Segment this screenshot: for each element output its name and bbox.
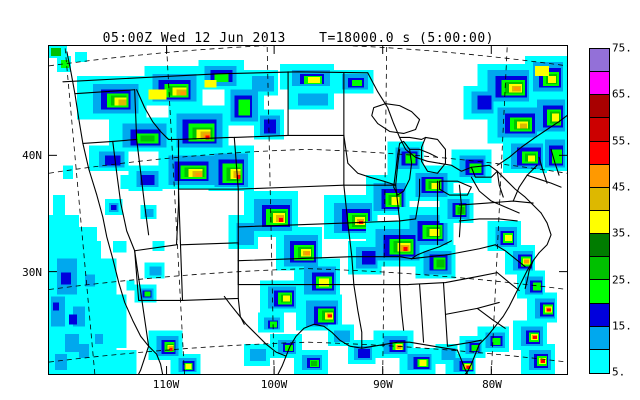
reflectivity-colorbar — [589, 48, 610, 374]
colorbar-tick-25: 25. — [612, 273, 632, 287]
map-borders — [62, 51, 567, 374]
colorbar-tick-75: 75. — [612, 41, 632, 55]
x-axis-tick-90w: 90W — [373, 378, 393, 391]
plot-title: 05:00Z Wed 12 Jun 2013 T=18000.0 s (5:00… — [0, 16, 580, 46]
colorbar-band-5 — [590, 164, 609, 188]
axis-tick-marks — [49, 46, 567, 374]
colorbar-band-7 — [590, 210, 609, 235]
colorbar-band-13 — [590, 349, 609, 373]
y-axis-tick-40n: 40N — [22, 149, 42, 162]
colorbar-band-6 — [590, 187, 609, 211]
colorbar-band-2 — [590, 95, 609, 119]
colorbar-band-8 — [590, 234, 609, 258]
x-axis-tick-80w: 80W — [482, 378, 502, 391]
colorbar-band-4 — [590, 141, 609, 165]
y-axis-tick-30n: 30N — [22, 266, 42, 279]
radar-map-svg — [49, 46, 567, 374]
reflectivity-field — [49, 46, 567, 374]
colorbar-band-10 — [590, 280, 609, 304]
colorbar-band-12 — [590, 326, 609, 350]
colorbar-tick-35: 35. — [612, 226, 632, 240]
graticule-lines — [49, 46, 567, 374]
colorbar-band-0 — [590, 49, 609, 73]
colorbar-band-11 — [590, 303, 609, 327]
radar-map-panel — [48, 45, 568, 375]
colorbar-band-1 — [590, 72, 609, 96]
colorbar-band-3 — [590, 118, 609, 142]
x-axis-tick-100w: 100W — [260, 378, 288, 391]
colorbar-tick-55: 55. — [612, 134, 632, 148]
x-axis-tick-110w: 110W — [152, 378, 180, 391]
colorbar-band-9 — [590, 257, 609, 281]
colorbar-tick-5: 5. — [612, 365, 626, 379]
plot-title-text: 05:00Z Wed 12 Jun 2013 T=18000.0 s (5:00… — [102, 31, 494, 46]
colorbar-tick-15: 15. — [612, 319, 632, 333]
colorbar-tick-45: 45. — [612, 180, 632, 194]
colorbar-tick-65: 65. — [612, 87, 632, 101]
